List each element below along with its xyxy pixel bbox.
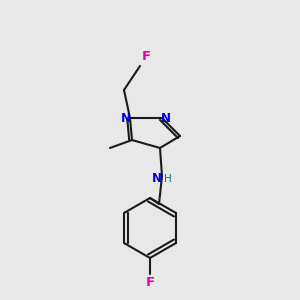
Text: F: F bbox=[141, 50, 151, 62]
Text: N: N bbox=[152, 172, 162, 184]
Text: N: N bbox=[121, 112, 131, 125]
Text: N: N bbox=[161, 112, 171, 124]
Text: F: F bbox=[146, 275, 154, 289]
Text: H: H bbox=[164, 174, 172, 184]
